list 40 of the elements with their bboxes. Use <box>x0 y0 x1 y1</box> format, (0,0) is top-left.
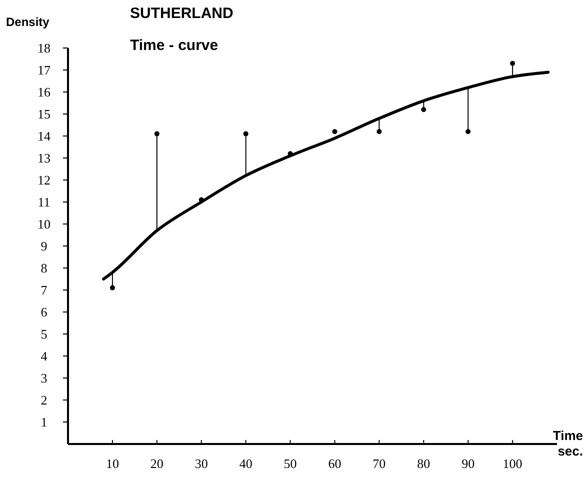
point <box>332 129 338 134</box>
x-tick-label: 70 <box>372 456 386 471</box>
y-tick-label: 5 <box>40 326 48 342</box>
y-tick-label: 3 <box>40 370 48 386</box>
y-axis-title: Density <box>6 15 50 29</box>
point <box>421 107 426 112</box>
y-tick-label: 17 <box>38 62 51 78</box>
y-tick-label: 10 <box>38 216 50 232</box>
point <box>510 60 516 66</box>
y-tick-label: 1 <box>40 414 48 430</box>
chart-subtitle: Time - curve <box>130 37 218 54</box>
x-tick-label: 90 <box>462 456 475 471</box>
y-tick-label: 12 <box>38 172 50 188</box>
point <box>110 285 115 290</box>
point <box>376 129 382 134</box>
x-tick-label: 30 <box>194 456 208 471</box>
x-axis-title: Time sec. <box>552 428 583 459</box>
x-tick-label: 10 <box>106 456 119 471</box>
y-tick-label: 16 <box>38 84 51 100</box>
x-tick-label: 40 <box>239 456 252 471</box>
y-tick-label: 2 <box>40 392 48 408</box>
y-tick-label: 11 <box>38 194 50 210</box>
y-tick-label: 13 <box>38 150 50 166</box>
x-tick-label: 20 <box>150 456 164 471</box>
y-tick-label: 8 <box>40 260 48 276</box>
point <box>243 131 248 136</box>
chart-title: SUTHERLAND <box>130 5 234 22</box>
point <box>154 131 160 136</box>
y-tick-label: 14 <box>38 128 51 144</box>
y-tick-label: 4 <box>40 348 48 364</box>
point <box>466 129 471 134</box>
x-tick-label: 100 <box>502 456 522 471</box>
y-tick-label: 9 <box>40 238 48 254</box>
x-tick-label: 80 <box>417 456 430 471</box>
x-tick-label: 50 <box>284 456 297 471</box>
y-tick-label: 15 <box>38 106 50 122</box>
y-tick-label: 18 <box>38 40 50 56</box>
y-tick-label: 7 <box>40 282 48 298</box>
y-tick-label: 6 <box>40 304 48 320</box>
x-tick-label: 60 <box>328 456 342 471</box>
